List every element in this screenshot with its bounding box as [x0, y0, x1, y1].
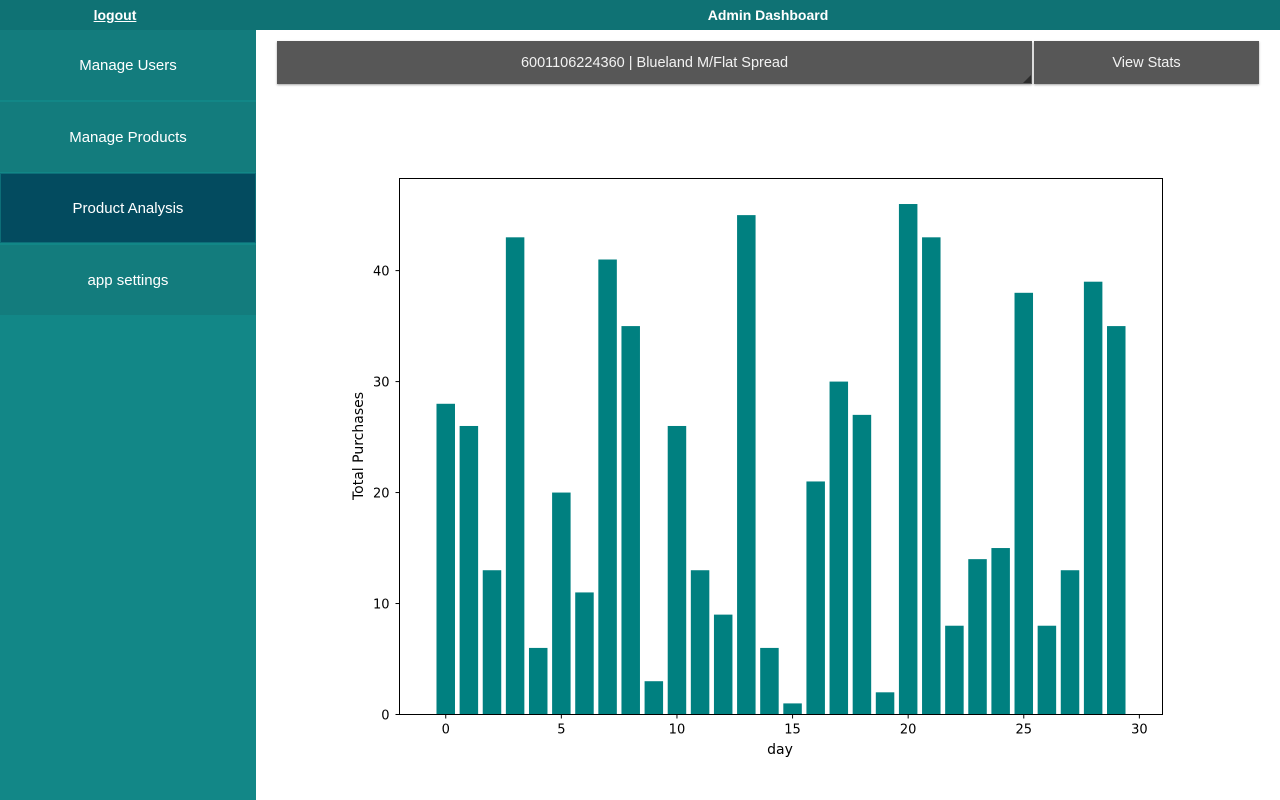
bar-day-17: [829, 381, 849, 715]
y-tick-label: 30: [373, 376, 390, 391]
bar-day-2: [482, 570, 502, 715]
sidebar-item-product-analysis[interactable]: Product Analysis: [0, 173, 256, 243]
y-tick-label: 0: [381, 709, 389, 724]
bar-day-3: [505, 237, 525, 715]
sidebar-item-app-settings[interactable]: app settings: [0, 245, 256, 315]
bar-day-0: [436, 403, 455, 715]
product-select[interactable]: 6001106224360 | Blueland M/Flat Spread: [277, 41, 1032, 84]
y-tick-label: 10: [373, 598, 390, 613]
bar-day-13: [737, 215, 756, 715]
bar-day-22: [945, 625, 964, 715]
y-axis-ticks: 0 10 20 30 40: [373, 265, 400, 724]
bar-day-5: [552, 492, 571, 715]
bar-day-9: [644, 681, 664, 715]
bar-day-26: [1037, 625, 1057, 715]
bar-day-14: [760, 647, 779, 715]
x-tick-label: 10: [669, 723, 686, 738]
sidebar: Manage Users Manage Products Product Ana…: [0, 30, 256, 800]
dropdown-corner-icon: [1023, 75, 1031, 83]
y-axis-label: Total Purchases: [351, 392, 367, 501]
chart-bars: [436, 204, 1126, 715]
bar-day-6: [575, 592, 594, 715]
bar-day-15: [783, 703, 802, 715]
product-select-value: 6001106224360 | Blueland M/Flat Spread: [520, 54, 789, 71]
bar-day-18: [852, 414, 872, 715]
bar-day-11: [690, 570, 710, 715]
x-tick-label: 0: [442, 723, 450, 738]
bar-day-23: [968, 559, 987, 715]
bar-day-29: [1107, 326, 1126, 715]
bar-day-12: [713, 614, 733, 715]
x-tick-label: 20: [900, 723, 917, 738]
bar-day-19: [875, 692, 895, 715]
bar-day-24: [991, 548, 1010, 715]
bar-day-10: [667, 425, 687, 715]
y-tick-label: 20: [373, 487, 390, 502]
sidebar-item-manage-users[interactable]: Manage Users: [0, 30, 256, 100]
bar-day-4: [528, 647, 548, 715]
bar-day-20: [898, 204, 918, 715]
x-tick-label: 30: [1131, 723, 1148, 738]
y-tick-label: 40: [373, 265, 390, 280]
bar-day-27: [1060, 570, 1080, 715]
view-stats-button[interactable]: View Stats: [1034, 41, 1259, 84]
x-tick-label: 15: [784, 723, 801, 738]
x-axis-ticks: 0 5 10 15 20 25 30: [442, 714, 1148, 738]
bar-day-1: [459, 425, 479, 715]
sidebar-item-manage-products[interactable]: Manage Products: [0, 102, 256, 172]
logout-link[interactable]: logout: [93, 7, 137, 23]
x-tick-label: 25: [1015, 723, 1032, 738]
bar-day-8: [621, 326, 640, 715]
top-bar: logout Admin Dashboard: [0, 0, 1280, 30]
page-title: Admin Dashboard: [707, 7, 829, 23]
bar-day-16: [806, 481, 825, 715]
x-axis-label: day: [767, 742, 793, 758]
bar-day-21: [922, 237, 941, 715]
chart-frame: [399, 178, 1163, 715]
bar-day-7: [598, 259, 617, 715]
bar-day-25: [1014, 292, 1034, 715]
bar-day-28: [1083, 281, 1103, 715]
x-tick-label: 5: [557, 723, 565, 738]
